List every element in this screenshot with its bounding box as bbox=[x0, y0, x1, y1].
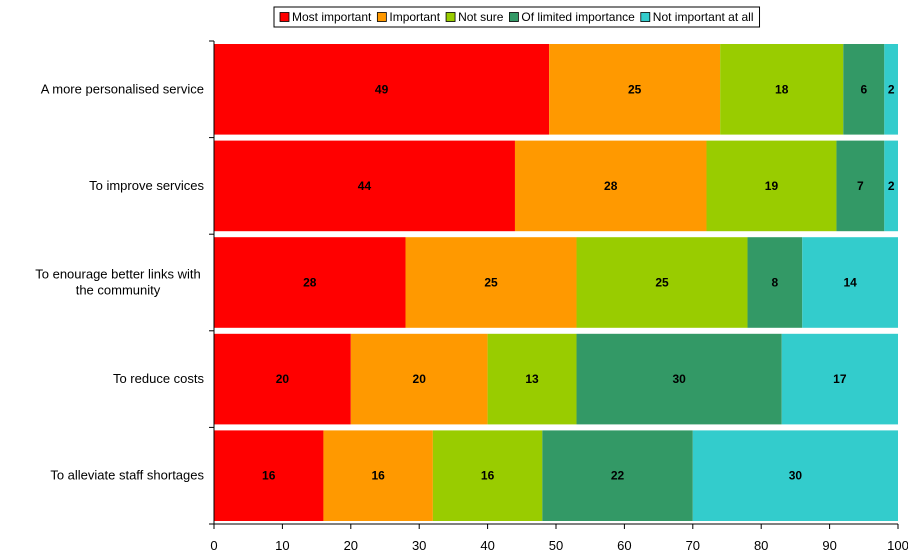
category-label: To enourage better links with bbox=[35, 267, 200, 282]
data-label: 16 bbox=[481, 469, 495, 483]
x-tick-label: 70 bbox=[686, 538, 700, 553]
bar-segment bbox=[214, 430, 324, 521]
x-tick-label: 30 bbox=[412, 538, 426, 553]
legend: Most important Important Not sure Of limite… bbox=[273, 6, 761, 28]
bar-segment bbox=[323, 430, 433, 521]
x-tick-label: 60 bbox=[617, 538, 631, 553]
legend-swatch bbox=[445, 12, 456, 22]
data-label: 16 bbox=[371, 469, 385, 483]
data-label: 16 bbox=[262, 469, 276, 483]
value-labels: 49 25 18 6 2 44 28 19 7 2 28 25 25 8 14 20 20 13 30 17 16 16 1… bbox=[262, 82, 895, 482]
legend-swatch bbox=[640, 12, 651, 22]
legend-swatch bbox=[376, 12, 387, 22]
data-label: 2 bbox=[888, 179, 895, 193]
data-label: 28 bbox=[303, 276, 317, 290]
x-tick-label: 20 bbox=[344, 538, 358, 553]
data-label: 17 bbox=[833, 372, 847, 386]
bar-segment bbox=[549, 44, 721, 135]
data-label: 30 bbox=[672, 372, 686, 386]
bar-segment bbox=[214, 333, 351, 425]
legend-label: Important bbox=[389, 10, 440, 24]
bar-segment bbox=[747, 237, 803, 328]
x-tick-label: 0 bbox=[210, 538, 217, 553]
category-label: the community bbox=[76, 283, 161, 298]
bar-segment bbox=[214, 237, 406, 328]
bar-segment bbox=[884, 44, 898, 135]
bar-segment bbox=[514, 140, 707, 232]
data-label: 6 bbox=[860, 82, 867, 96]
data-label: 22 bbox=[611, 469, 625, 483]
category-label: To reduce costs bbox=[113, 371, 205, 386]
bar-segment bbox=[843, 44, 885, 135]
data-label: 19 bbox=[765, 179, 779, 193]
data-label: 25 bbox=[628, 82, 642, 96]
data-label: 25 bbox=[484, 276, 498, 290]
data-label: 20 bbox=[276, 372, 290, 386]
bar-segment bbox=[720, 44, 844, 135]
data-label: 28 bbox=[604, 179, 618, 193]
bar-segment bbox=[432, 430, 543, 521]
bar-segment bbox=[836, 140, 885, 232]
category-label: A more personalised service bbox=[41, 81, 204, 96]
bar-segment bbox=[542, 430, 693, 521]
data-label: 20 bbox=[413, 372, 427, 386]
bar-segment bbox=[350, 333, 488, 425]
legend-label: Of limited importance bbox=[521, 10, 635, 24]
x-tick-label: 100 bbox=[887, 538, 908, 553]
x-tick-label: 90 bbox=[822, 538, 836, 553]
bar-segment bbox=[781, 333, 898, 425]
data-label: 25 bbox=[655, 276, 669, 290]
data-label: 44 bbox=[358, 179, 372, 193]
legend-swatch bbox=[279, 12, 290, 22]
x-tick-label: 50 bbox=[549, 538, 563, 553]
data-label: 14 bbox=[843, 276, 857, 290]
bar-segment bbox=[487, 333, 577, 425]
category-label: To improve services bbox=[89, 178, 204, 193]
bar-segment bbox=[576, 333, 782, 425]
bar-segment bbox=[214, 44, 550, 135]
category-labels: A more personalised service To improve se… bbox=[35, 81, 204, 482]
x-axis-ticks: 0 10 20 30 40 50 60 70 80 90 100 bbox=[210, 524, 908, 553]
data-label: 30 bbox=[789, 469, 803, 483]
category-label: To alleviate staff shortages bbox=[50, 468, 204, 483]
data-label: 18 bbox=[775, 82, 789, 96]
x-tick-label: 40 bbox=[480, 538, 494, 553]
legend-label: Not important at all bbox=[653, 10, 754, 24]
x-tick-label: 10 bbox=[275, 538, 289, 553]
bar-segment bbox=[214, 140, 515, 232]
legend-swatch bbox=[509, 12, 519, 22]
bar-segment bbox=[692, 430, 898, 521]
bar-segment bbox=[706, 140, 837, 232]
data-label: 7 bbox=[857, 179, 864, 193]
data-label: 2 bbox=[888, 82, 895, 96]
bar-segment bbox=[576, 237, 748, 328]
data-label: 49 bbox=[375, 82, 389, 96]
bar-segment bbox=[405, 237, 577, 328]
x-tick-label: 80 bbox=[754, 538, 768, 553]
data-label: 13 bbox=[525, 372, 539, 386]
data-label: 8 bbox=[772, 276, 779, 290]
legend-label: Not sure bbox=[458, 10, 504, 24]
bars bbox=[214, 44, 898, 521]
legend-label: Most important bbox=[292, 10, 372, 24]
bar-segment bbox=[884, 140, 898, 232]
bar-segment bbox=[802, 237, 898, 328]
